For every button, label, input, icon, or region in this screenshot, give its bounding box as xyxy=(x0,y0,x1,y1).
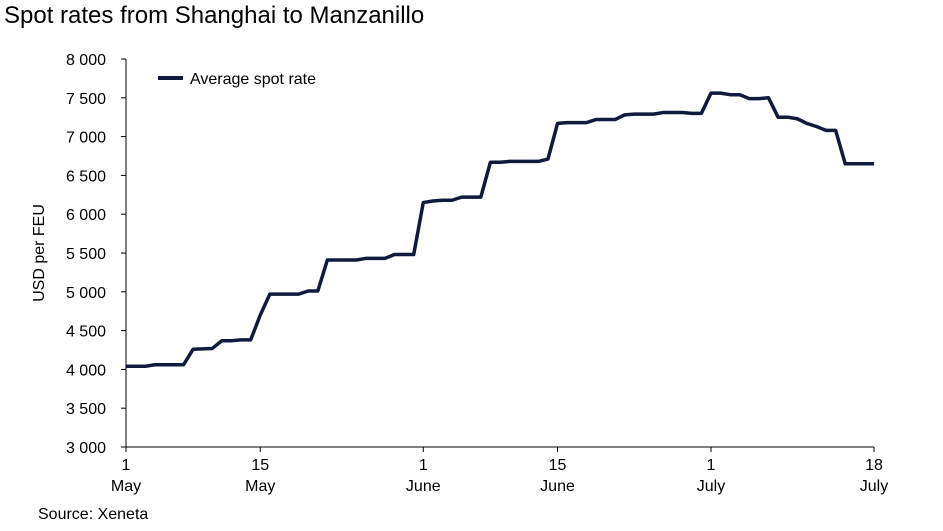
series-line-average-spot-rate xyxy=(126,91,874,369)
x-tick-label-month: May xyxy=(245,478,275,495)
y-axis-label: USD per FEU xyxy=(31,204,48,302)
x-tick-label-day: 1 xyxy=(122,457,131,474)
x-tick-label-day: 15 xyxy=(251,457,269,474)
x-tick-label-day: 15 xyxy=(549,457,567,474)
x-tick-label-month: June xyxy=(406,478,441,495)
y-tick-label: 7 000 xyxy=(66,130,106,147)
chart-title: Spot rates from Shanghai to Manzanillo xyxy=(4,2,425,29)
y-tick-label: 6 000 xyxy=(66,207,106,224)
x-tick-label-month: May xyxy=(111,478,141,495)
series-group xyxy=(126,91,874,369)
legend: Average spot rate xyxy=(158,71,316,88)
y-tick-label: 5 000 xyxy=(66,285,106,302)
y-tick-label: 4 000 xyxy=(66,362,106,379)
y-tick-label: 5 500 xyxy=(66,246,106,263)
x-tick-label-month: July xyxy=(697,478,725,495)
y-tick-label: 6 500 xyxy=(66,168,106,185)
legend-label: Average spot rate xyxy=(190,71,316,88)
y-tick-label: 8 000 xyxy=(66,52,106,69)
y-tick-label: 3 000 xyxy=(66,440,106,457)
y-tick-labels: 3 000 3 500 4 000 4 500 5 000 5 500 6 000 6 500… xyxy=(66,52,106,457)
x-tick-label-month: June xyxy=(540,478,575,495)
axes xyxy=(121,58,875,452)
source-note: Source: Xeneta xyxy=(38,506,149,523)
x-tick-label-day: 18 xyxy=(865,457,883,474)
y-tick-label: 7 500 xyxy=(66,91,106,108)
x-tick-labels: 1 May 15 May 1 June 15 June 1 July 18 July xyxy=(111,457,888,495)
y-tick-label: 3 500 xyxy=(66,401,106,418)
x-tick-label-day: 1 xyxy=(419,457,428,474)
y-tick-label: 4 500 xyxy=(66,324,106,341)
x-tick-label-month: July xyxy=(860,478,888,495)
x-tick-label-day: 1 xyxy=(707,457,716,474)
